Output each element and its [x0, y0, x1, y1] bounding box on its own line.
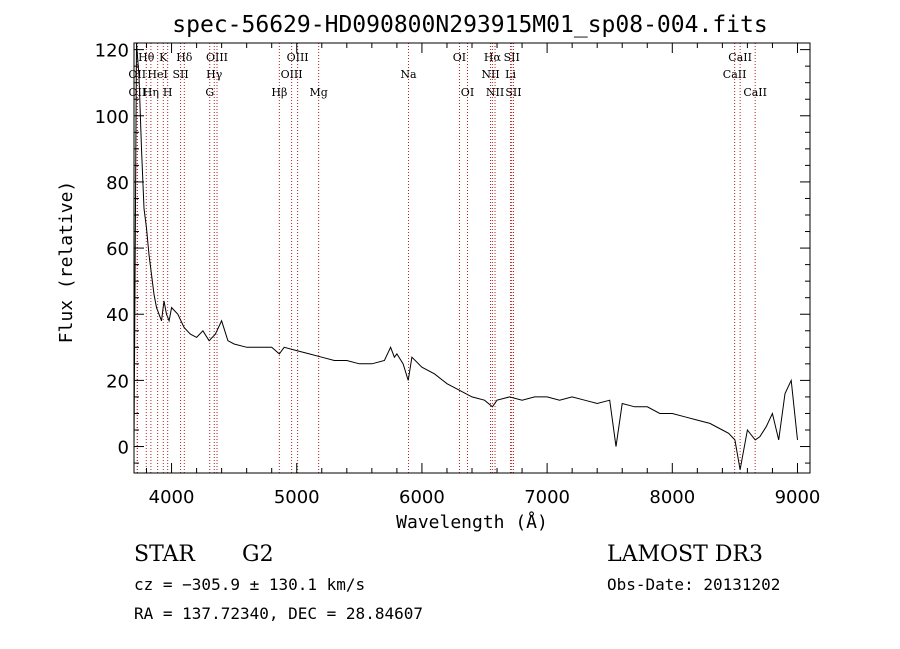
- object-class: STAR: [134, 542, 196, 567]
- line-label-5: K: [159, 51, 168, 64]
- line-label-25: CaII: [723, 68, 747, 81]
- y-tick-label-5: 100: [95, 107, 129, 128]
- line-label-3: Hη: [143, 86, 159, 99]
- line-label-16: Na: [400, 68, 417, 81]
- line-label-10: Hγ: [206, 68, 223, 81]
- x-tick-label-3: 7000: [524, 487, 570, 508]
- plot-frame: [133, 42, 811, 474]
- line-label-13: OIII: [281, 68, 303, 81]
- spectral-line-labels: OIIHθOIIHηHeIKHSIIHδGHγOIIIHβOIIIOIIIMgN…: [128, 51, 767, 99]
- x-tick-label-1: 5000: [274, 487, 320, 508]
- chart-title: spec-56629-HD090800N293915M01_sp08-004.f…: [172, 12, 767, 38]
- line-label-8: Hδ: [176, 51, 193, 64]
- line-label-14: OIII: [287, 51, 309, 64]
- line-label-26: CaII: [728, 51, 752, 64]
- line-label-19: NII: [481, 68, 499, 81]
- y-tick-label-4: 80: [106, 173, 129, 194]
- x-tick-label-0: 4000: [149, 487, 195, 508]
- line-label-24: SII: [505, 86, 521, 99]
- ra-dec-coordinates: RA = 137.72340, DEC = 28.84607: [134, 604, 423, 623]
- x-tick-label-2: 6000: [399, 487, 445, 508]
- line-label-4: HeI: [147, 68, 167, 81]
- obs-date: Obs-Date: 20131202: [607, 575, 780, 594]
- y-axis-label: Flux (relative): [56, 181, 77, 344]
- x-axis-label: Wavelength (Å): [396, 511, 548, 533]
- line-label-23: SII: [504, 51, 520, 64]
- y-tick-label-3: 60: [106, 239, 129, 260]
- line-label-7: SII: [172, 68, 188, 81]
- y-tick-label-1: 20: [106, 371, 129, 392]
- line-label-12: Hβ: [271, 86, 287, 99]
- line-label-21: NII: [486, 86, 504, 99]
- x-axis-ticks: 4000 5000 6000 7000 8000 9000: [146, 43, 821, 508]
- x-tick-label-4: 8000: [649, 487, 695, 508]
- y-tick-label-6: 120: [95, 41, 129, 62]
- survey-name: LAMOST DR3: [607, 542, 763, 567]
- line-label-11: OIII: [206, 51, 228, 64]
- y-tick-label-0: 0: [118, 438, 129, 459]
- line-label-17: OI: [453, 51, 466, 64]
- line-label-15: Mg: [309, 86, 327, 99]
- x-tick-label-5: 9000: [775, 487, 821, 508]
- y-axis-ticks: 0 20 40 60 80 100 120: [95, 41, 810, 464]
- y-tick-label-2: 40: [106, 305, 129, 326]
- line-label-6: H: [163, 86, 173, 99]
- spectrum-line: [133, 42, 798, 470]
- line-label-18: OI: [461, 86, 474, 99]
- line-label-9: G: [205, 86, 214, 99]
- line-label-20: Hα: [484, 51, 502, 64]
- object-subclass: G2: [242, 542, 274, 567]
- line-label-0: OII: [129, 86, 147, 99]
- line-label-22: Li: [505, 68, 516, 81]
- line-label-2: OII: [128, 68, 146, 81]
- spectral-line-markers: [136, 43, 756, 473]
- line-label-1: Hθ: [138, 51, 155, 64]
- redshift-cz: cz = −305.9 ± 130.1 km/s: [134, 575, 365, 594]
- line-label-27: CaII: [743, 86, 767, 99]
